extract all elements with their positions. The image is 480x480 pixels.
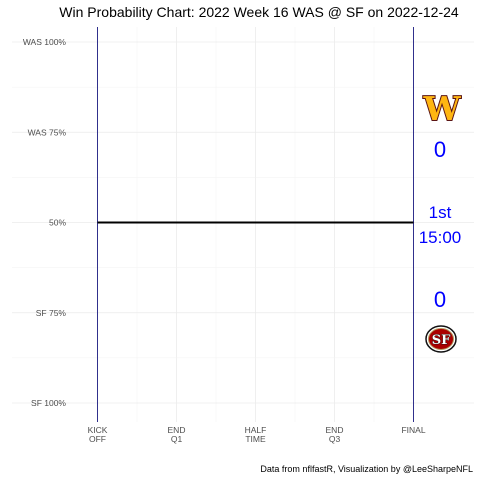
- x-tick-label: END Q3: [326, 425, 344, 444]
- away-score: 0: [434, 137, 446, 162]
- y-tick-label: WAS 100%: [23, 37, 67, 47]
- 49ers-sf-logo-icon: SF: [425, 325, 457, 353]
- y-tick-label: SF 100%: [31, 398, 66, 408]
- y-axis-ticks: WAS 100% WAS 75% 50% SF 75% SF 100%: [23, 37, 67, 408]
- gridlines: [12, 27, 474, 422]
- x-axis-ticks: KICK OFF END Q1 HALF TIME END Q3 FINAL: [88, 425, 426, 444]
- game-quarter: 1st: [429, 203, 452, 222]
- x-tick-label: END Q1: [168, 425, 186, 444]
- commanders-w-logo-icon: W: [421, 88, 462, 129]
- y-tick-label: WAS 75%: [28, 127, 67, 137]
- x-tick-label: KICK OFF: [88, 425, 108, 444]
- chart-caption: Data from nflfastR, Visualization by @Le…: [260, 464, 473, 474]
- svg-text:SF: SF: [432, 333, 451, 348]
- svg-text:W: W: [422, 89, 461, 128]
- game-clock: 15:00: [419, 228, 462, 247]
- period-markers: [97, 27, 414, 422]
- x-tick-label: HALF TIME: [245, 425, 267, 444]
- home-score: 0: [434, 287, 446, 312]
- y-tick-label: 50%: [49, 218, 66, 228]
- chart-title: Win Probability Chart: 2022 Week 16 WAS …: [59, 4, 459, 20]
- y-tick-label: SF 75%: [36, 308, 67, 318]
- x-tick-label: FINAL: [401, 425, 425, 435]
